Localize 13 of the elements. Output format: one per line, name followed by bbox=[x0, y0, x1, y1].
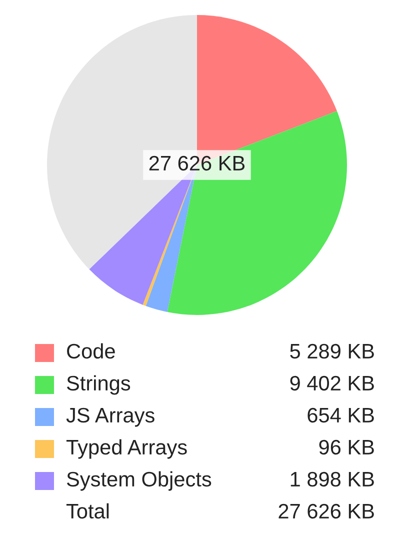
data-label: 9 402 KB bbox=[290, 376, 374, 391]
legend-label: Code bbox=[67, 343, 115, 359]
legend-label: Strings bbox=[66, 375, 130, 395]
text: 27 626 KB bbox=[149, 156, 245, 171]
data-label: 1 898 KB bbox=[290, 472, 374, 487]
data-label: 5 289 KB bbox=[290, 344, 374, 359]
data-label: 654 KB bbox=[308, 408, 374, 423]
legend-label: System Objects bbox=[66, 471, 212, 491]
data-label: 96 KB bbox=[319, 440, 374, 455]
legend-label: Typed Arrays bbox=[66, 439, 187, 459]
text: 27 626 KB bbox=[278, 504, 374, 519]
legend-label: JS Arrays bbox=[66, 408, 154, 427]
text: Total bbox=[66, 503, 109, 519]
